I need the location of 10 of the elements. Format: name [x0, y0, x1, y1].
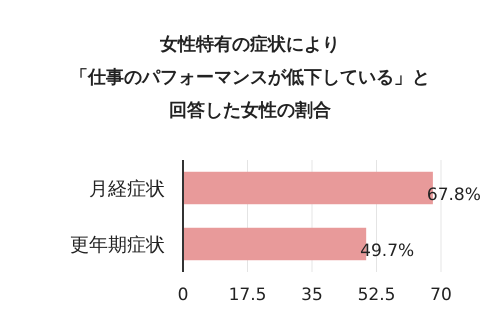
- y-tick-label: 更年期症状: [70, 234, 165, 256]
- x-tick-label: 0: [178, 285, 188, 305]
- chart-title: 女性特有の症状により「仕事のパフォーマンスが低下している」と回答した女性の割合: [70, 34, 430, 121]
- y-tick-label: 月経症状: [89, 178, 165, 200]
- x-tick-label: 17.5: [228, 285, 266, 305]
- x-tick-label: 35: [301, 285, 323, 305]
- data-label: 49.7%: [360, 241, 414, 261]
- x-tick-label: 52.5: [358, 285, 396, 305]
- x-tick-label: 70: [430, 285, 452, 305]
- data-label: 67.8%: [426, 185, 481, 205]
